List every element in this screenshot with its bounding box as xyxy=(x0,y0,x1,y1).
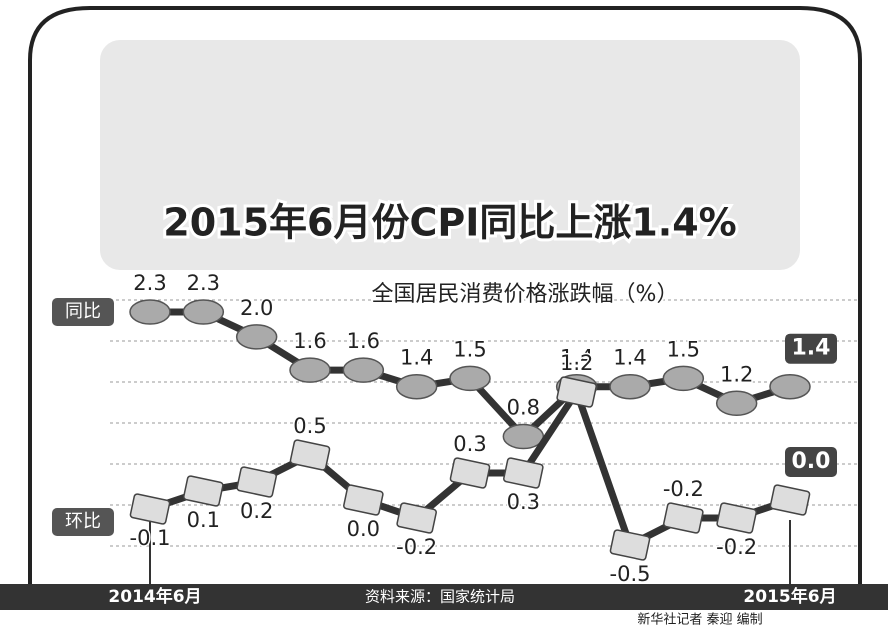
coin-marker xyxy=(717,391,757,415)
x-tick-label: 2014年6月 xyxy=(108,586,201,607)
value-label: 1.4 xyxy=(400,346,433,370)
coin-marker xyxy=(290,358,330,382)
credit: 新华社记者 秦迎 编制 xyxy=(637,612,762,628)
value-label: -0.5 xyxy=(610,562,651,586)
value-label: 0.3 xyxy=(453,432,486,456)
value-label: -0.2 xyxy=(396,535,437,559)
value-label: 0.8 xyxy=(507,396,540,420)
value-label: 0.3 xyxy=(507,490,540,514)
source: 资料来源：国家统计局 xyxy=(365,588,515,606)
value-label: 2.0 xyxy=(240,296,273,320)
coin-marker xyxy=(450,366,490,390)
title: 2015年6月份CPI同比上涨1.4% xyxy=(163,201,736,245)
value-label: 0.0 xyxy=(792,449,831,474)
coin-marker xyxy=(503,425,543,449)
value-label: 2.3 xyxy=(133,271,166,295)
value-label: 0.0 xyxy=(347,517,380,541)
subtitle: 全国居民消费价格涨跌幅（%） xyxy=(372,282,679,307)
value-label: 1.4 xyxy=(792,336,831,361)
infographic: 2015年6月份CPI同比上涨1.4% 全国居民消费价格涨跌幅（%） 同比 环比… xyxy=(0,0,888,629)
coin-marker xyxy=(770,375,810,399)
coin-marker xyxy=(397,375,437,399)
value-label: -0.1 xyxy=(130,526,171,550)
x-tick-label: 2015年6月 xyxy=(743,586,836,607)
value-label: 1.6 xyxy=(293,329,326,353)
value-label: 1.2 xyxy=(560,351,593,375)
coin-marker xyxy=(610,375,650,399)
value-label: 0.1 xyxy=(187,508,220,532)
coin-marker xyxy=(663,366,703,390)
coin-marker xyxy=(130,300,170,324)
value-label: -0.2 xyxy=(716,535,757,559)
value-label: -0.2 xyxy=(663,477,704,501)
coin-marker xyxy=(343,358,383,382)
legend-label: 同比 xyxy=(65,301,101,322)
value-label: 1.6 xyxy=(347,329,380,353)
value-label: 0.5 xyxy=(293,414,326,438)
value-label: 1.5 xyxy=(453,337,486,361)
value-label: 1.5 xyxy=(667,337,700,361)
coin-marker xyxy=(183,300,223,324)
coin-marker xyxy=(237,325,277,349)
value-label: 1.4 xyxy=(613,346,646,370)
value-label: 1.2 xyxy=(720,362,753,386)
legend-label: 环比 xyxy=(65,511,101,532)
value-label: 0.2 xyxy=(240,499,273,523)
value-label: 2.3 xyxy=(187,271,220,295)
